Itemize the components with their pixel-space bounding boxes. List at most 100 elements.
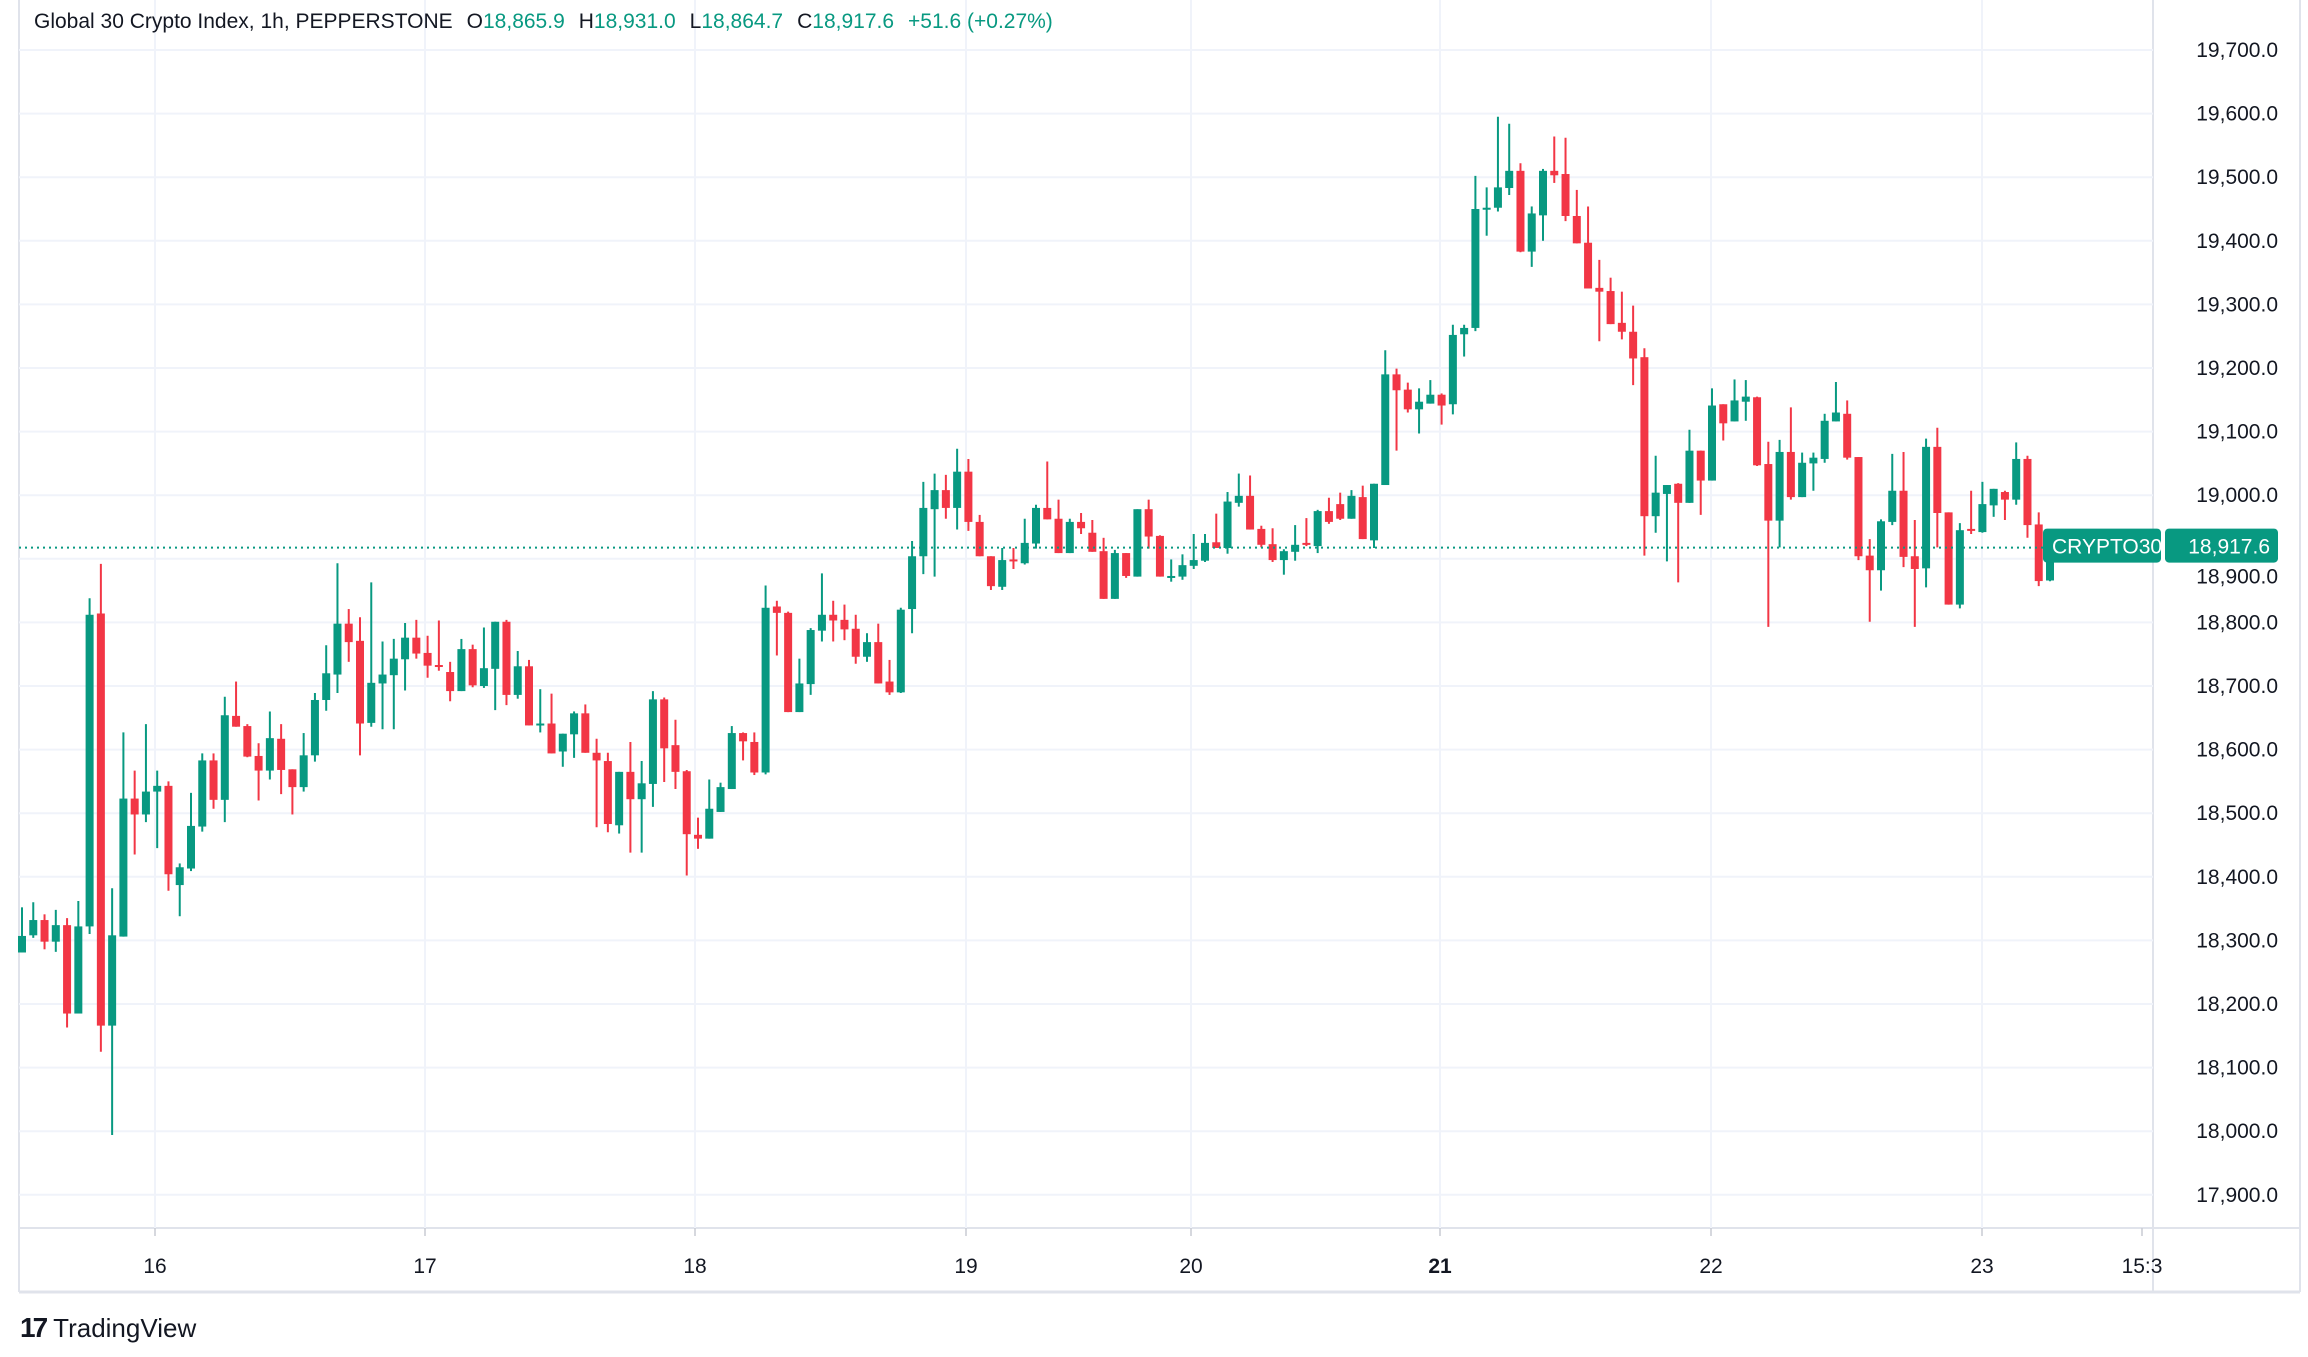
candle-body [1392, 374, 1401, 391]
candle-up [1651, 455, 1660, 533]
candle-body [209, 760, 218, 800]
candle-body [254, 755, 263, 771]
candle-down [1403, 382, 1412, 413]
price-value: 18,917.6 [2188, 536, 2270, 559]
candle-body [772, 606, 781, 613]
candle-down [502, 619, 511, 706]
candle-body [1054, 518, 1063, 554]
candle-up [761, 585, 770, 775]
candle-body [1426, 394, 1435, 404]
candle-body [817, 614, 826, 631]
price-tick-label: 17,900.0 [2196, 1184, 2278, 1207]
candle-up [727, 726, 736, 790]
candle-body [1155, 535, 1164, 577]
candle-up [401, 623, 410, 691]
candle-up [491, 621, 500, 711]
candle-body [1910, 556, 1919, 569]
candle-up [175, 863, 184, 917]
candle-up [1730, 379, 1739, 422]
candle-down [446, 661, 455, 702]
candle-body [750, 741, 759, 773]
candle-body [175, 867, 184, 886]
candle-body [344, 623, 353, 643]
candle-up [1133, 509, 1142, 577]
candle-down [1257, 525, 1266, 548]
time-axis[interactable]: 16 17 18 19 20 21 22 23 15:3 [143, 1228, 2162, 1278]
candle-body [2012, 458, 2021, 500]
candle-body [401, 637, 410, 660]
candle-down [547, 693, 556, 754]
candle-up [1775, 439, 1784, 548]
candle-down [2023, 455, 2032, 538]
candle-up [998, 547, 1007, 590]
candle-down [581, 704, 590, 753]
candle-body [1629, 331, 1638, 359]
candle-down [1358, 485, 1367, 540]
open-label: O [466, 10, 483, 33]
candle-up [637, 761, 646, 853]
candle-up [74, 900, 83, 1014]
candle-down [1122, 553, 1131, 578]
candle-body [536, 723, 545, 726]
time-tick-label: 16 [143, 1255, 166, 1278]
candle-up [558, 733, 567, 767]
tradingview-brand[interactable]: 17 TradingView [20, 1312, 196, 1344]
candle-body [198, 760, 207, 827]
candle-body [1358, 497, 1367, 540]
candle-down [626, 741, 635, 853]
time-tick-label: 18 [683, 1255, 706, 1278]
candle-body [592, 752, 601, 761]
candle-down [356, 617, 364, 756]
candle-down [592, 738, 601, 828]
candle-up [119, 732, 128, 937]
candle-up [817, 573, 826, 642]
candle-body [502, 621, 511, 695]
candle-down [1854, 457, 1863, 561]
price-tick-label: 19,200.0 [2196, 357, 2278, 380]
symbol-title[interactable]: Global 30 Crypto Index, 1h, PEPPERSTONE [34, 10, 453, 33]
candle-down [750, 732, 759, 776]
candle-down [1516, 163, 1525, 253]
candle-up [85, 598, 94, 935]
candle-body [434, 665, 443, 668]
low-value: 18,864.7 [701, 10, 784, 33]
candle-down [1674, 483, 1683, 583]
candle-body [1460, 327, 1469, 335]
candle-body [1899, 490, 1908, 557]
candle-body [637, 783, 646, 800]
candle-body [1009, 559, 1018, 562]
candle-body [1043, 507, 1052, 520]
candle-down [344, 609, 353, 662]
candle-down [1572, 189, 1581, 244]
brand-name: TradingView [53, 1312, 197, 1343]
candle-body [367, 682, 376, 723]
candle-up [2012, 442, 2021, 505]
candle-body [119, 798, 128, 937]
candle-body [1482, 207, 1491, 210]
ticker-label-box [2043, 528, 2161, 563]
price-axis[interactable]: 19,700.0 19,600.0 19,500.0 19,400.0 19,300.0… [2196, 39, 2278, 1207]
candle-up [806, 628, 815, 695]
candle-up [1460, 324, 1469, 357]
price-tick-label: 18,800.0 [2196, 611, 2278, 634]
candle-down [1584, 206, 1593, 289]
candle-body [378, 674, 387, 684]
candle-body [2034, 524, 2043, 582]
candle-down [468, 644, 477, 688]
candle-up [1708, 388, 1716, 481]
candle-up [367, 582, 376, 727]
candle-body [1032, 507, 1040, 544]
candle-down [784, 611, 793, 713]
candle-up [18, 907, 26, 953]
candle-down [277, 724, 286, 795]
candle-body [930, 490, 939, 510]
candle-down [1302, 518, 1311, 547]
candle-body [1696, 450, 1705, 481]
candle-body [761, 607, 770, 773]
time-tick-label: 19 [954, 1255, 977, 1278]
candle-body [1403, 389, 1412, 410]
candle-up [1020, 518, 1029, 565]
candle-up [1234, 473, 1243, 507]
candle-up [1167, 559, 1176, 582]
